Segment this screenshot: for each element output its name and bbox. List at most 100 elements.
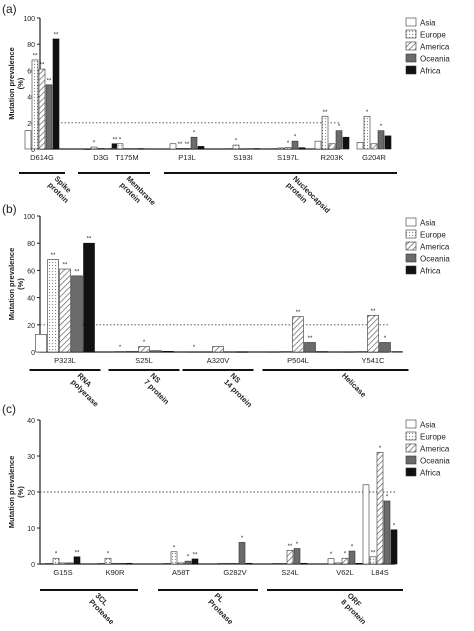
significance-mark: * <box>384 336 387 342</box>
significance-mark: * <box>351 545 354 551</box>
bar <box>377 130 385 150</box>
y-tick-label: 20 <box>27 323 35 330</box>
legend-label: Asia <box>420 421 436 430</box>
legend-label: America <box>420 43 450 52</box>
bar <box>35 334 47 353</box>
bar <box>83 148 91 150</box>
x-tick-label: A320V <box>207 356 230 365</box>
bar <box>183 148 191 150</box>
x-tick-label: S24L <box>281 568 299 577</box>
significance-mark: ** <box>63 263 68 269</box>
y-tick-label: 80 <box>27 42 35 49</box>
y-tick-label: 40 <box>27 418 35 425</box>
x-tick-label: G204R <box>362 153 386 162</box>
x-tick-label: G282V <box>223 568 246 577</box>
bar <box>197 146 205 150</box>
legend-swatch <box>405 17 417 27</box>
bar <box>138 346 150 353</box>
bar <box>328 143 336 150</box>
bar <box>83 242 95 353</box>
bar <box>125 562 133 565</box>
x-tick-label: D614G <box>30 153 54 162</box>
bar <box>177 562 185 565</box>
y-tick-label: 100 <box>23 16 35 23</box>
bar <box>97 148 105 150</box>
bar <box>45 84 53 150</box>
bar <box>277 147 285 150</box>
bar <box>245 562 253 565</box>
bar <box>52 557 60 565</box>
significance-mark: ** <box>33 53 38 59</box>
bar <box>126 351 138 353</box>
bar <box>356 142 364 150</box>
significance-mark: * <box>107 552 110 558</box>
bar <box>246 148 254 150</box>
significance-mark: * <box>379 446 382 452</box>
x-tick-label: Y541C <box>362 356 386 365</box>
significance-mark: * <box>393 523 396 529</box>
bar <box>314 140 322 150</box>
significance-mark: ** <box>193 552 198 558</box>
bar <box>384 135 392 150</box>
bar <box>109 148 117 150</box>
bar <box>291 140 299 150</box>
bar <box>59 562 67 565</box>
bar <box>268 351 280 353</box>
bar <box>217 562 225 565</box>
group-label: 3CLProtease <box>87 591 122 626</box>
group-label: Nucleocapsidprotein <box>285 174 333 222</box>
x-tick-label: R203K <box>321 153 344 162</box>
significance-mark: ** <box>178 142 183 148</box>
bar <box>236 351 248 353</box>
bar <box>170 551 178 565</box>
legend-swatch <box>405 419 417 429</box>
bar <box>31 59 39 150</box>
legend-swatch <box>405 241 417 251</box>
x-tick-label: T175M <box>115 153 138 162</box>
bar <box>362 484 370 565</box>
bar <box>280 351 292 353</box>
y-tick-label: 40 <box>27 296 35 303</box>
bar <box>292 316 304 353</box>
bar <box>137 148 145 150</box>
panel-label: (c) <box>2 402 16 416</box>
bar <box>162 351 174 353</box>
significance-mark: ** <box>75 550 80 556</box>
legend-swatch <box>405 53 417 63</box>
bar <box>391 351 403 353</box>
bar <box>343 351 355 353</box>
y-tick-label: 60 <box>27 268 35 275</box>
significance-mark: ** <box>371 309 376 315</box>
bar <box>334 562 342 565</box>
bar <box>150 350 162 353</box>
bar <box>300 562 308 565</box>
y-axis-label: Mutation prevalence(%) <box>7 248 25 321</box>
significance-mark: ** <box>185 142 190 148</box>
bar <box>367 314 379 353</box>
bar <box>298 147 306 150</box>
significance-mark: * <box>344 552 347 558</box>
bar <box>52 38 60 150</box>
y-axis-label: Mutation prevalence(%) <box>7 456 25 529</box>
significance-mark: ** <box>113 137 118 143</box>
bar <box>279 562 287 565</box>
significance-mark: * <box>119 345 122 351</box>
bar <box>272 562 280 565</box>
bar <box>188 351 200 353</box>
group-label: PLProtease <box>206 591 241 626</box>
bar <box>225 148 233 150</box>
significance-mark: * <box>119 137 122 143</box>
bar <box>286 550 294 565</box>
bar <box>66 562 74 565</box>
legend-label: America <box>420 243 450 252</box>
significance-mark: ** <box>308 336 313 342</box>
bar <box>383 500 391 565</box>
y-tick-label: 80 <box>27 241 35 248</box>
legend-swatch <box>405 253 417 263</box>
bar <box>90 146 98 150</box>
bar <box>231 562 239 565</box>
bar <box>376 452 384 565</box>
